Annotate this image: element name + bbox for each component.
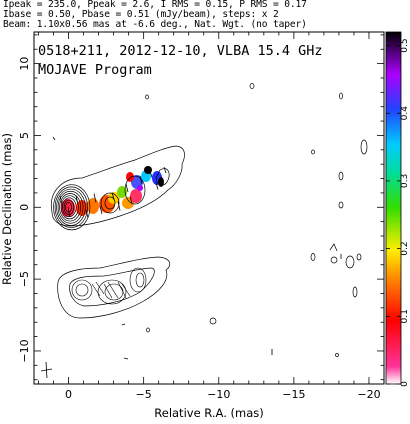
colorbar: [385, 31, 402, 385]
header-ipeak-line: Ipeak = 235.0, Ppeak = 2.6, I RMS = 0.15…: [3, 0, 307, 10]
x-tick-label: −5: [136, 388, 152, 401]
y-tick-label: −10: [18, 339, 31, 362]
polarization-vector: [93, 193, 97, 203]
colorbar-tick-label: 0.2: [400, 241, 410, 255]
map-content: [40, 83, 368, 379]
colorbar-ticks: 0 0.1 0.2 0.3 0.4 0.5: [386, 38, 410, 387]
polarization-vector: [111, 192, 115, 200]
knot-contour: [100, 192, 120, 214]
core-contours: [53, 184, 91, 231]
core-contour: [57, 190, 84, 224]
x-tick-label: 0: [65, 388, 72, 401]
pol-intensity-contour: [69, 267, 155, 307]
polarization-vector: [59, 195, 63, 205]
knot-contour: [155, 168, 170, 186]
x-axis-label: Relative R.A. (mas): [154, 406, 263, 420]
noise-contours: [145, 83, 368, 357]
polarization-vector: [75, 195, 79, 205]
colorbar-tick-label: 0.3: [400, 174, 410, 188]
x-tick-labels: 0 −5 −10 −15 −20: [65, 388, 381, 401]
map-subtitle: MOJAVE Program: [38, 62, 152, 78]
map-title: 0518+211, 2012-12-10, VLBA 15.4 GHz: [38, 43, 322, 59]
core-contour: [54, 186, 88, 229]
axis-ticks: [34, 32, 385, 384]
pol-intensity-contour: [57, 256, 171, 319]
core-contour: [59, 193, 82, 222]
y-tick-label: 5: [18, 132, 31, 139]
polarization-vector: [155, 182, 159, 190]
x-tick-label: −10: [207, 388, 230, 401]
polarization-vector: [99, 205, 103, 215]
polarized-emission: [61, 166, 164, 217]
x-tick-label: −15: [282, 388, 305, 401]
core-contour: [53, 184, 91, 231]
jet-outer-contour: [50, 145, 185, 227]
core-contour: [62, 197, 77, 218]
y-tick-labels: 10 5 0 −5 −10: [18, 57, 31, 363]
knot-contour: [104, 196, 116, 210]
y-tick-label: 0: [18, 204, 31, 211]
polarization-vector: [67, 206, 71, 218]
y-tick-label: 10: [18, 57, 31, 71]
colorbar-tick-label: 0.1: [400, 309, 410, 323]
y-tick-label: −5: [18, 271, 31, 287]
polarization-vector: [125, 183, 129, 193]
core-contour: [56, 188, 86, 226]
polarization-vector: [163, 166, 167, 174]
hatched-contours: [71, 267, 147, 305]
polarization-vector: [129, 196, 133, 204]
polarization-vector: [149, 170, 153, 178]
x-tick-label: −20: [357, 388, 380, 401]
header-ibase-line: Ibase = 0.50, Pbase = 0.51 (mJy/beam), s…: [3, 9, 279, 20]
knot-contour: [124, 175, 146, 205]
polarization-vector: [139, 175, 143, 185]
polarization-vector: [117, 201, 121, 211]
core-contour: [65, 201, 72, 213]
small-vectors: [52, 136, 342, 360]
beam-cross-icon: [40, 361, 53, 379]
core-contour: [60, 195, 79, 220]
header-beam-line: Beam: 1.10x0.56 mas at -6.6 deg., Nat. W…: [3, 19, 307, 30]
plot-frame: [33, 31, 385, 385]
colorbar-tick-label: 0.4: [400, 106, 410, 121]
core-contour: [63, 199, 75, 215]
colorbar-tick-label: 0: [400, 381, 410, 387]
polarization-vector: [85, 209, 89, 219]
polarization-vectors: [59, 166, 167, 219]
y-axis-label: Relative Declination (mas): [0, 133, 14, 285]
colorbar-tick-label: 0.5: [400, 38, 410, 52]
